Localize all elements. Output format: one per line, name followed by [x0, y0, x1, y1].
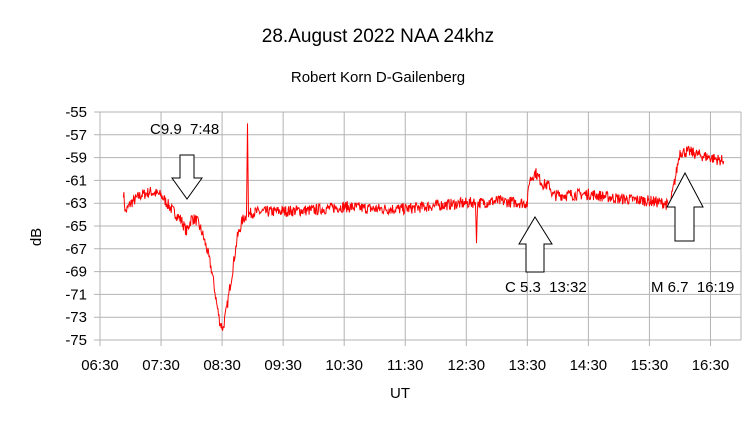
- y-tick-label: -61: [65, 172, 87, 189]
- arrow-up-icon: [518, 216, 553, 273]
- series-line: [122, 123, 725, 331]
- x-tick-label: 16:30: [692, 357, 730, 374]
- x-tick-label: 06:30: [81, 357, 119, 374]
- x-tick-label: 08:30: [203, 357, 241, 374]
- x-tick-label: 09:30: [264, 357, 302, 374]
- y-tick-label: -69: [65, 264, 87, 281]
- chart-subtitle: Robert Korn D-Gailenberg: [291, 69, 465, 86]
- x-axis: 06:30 07:30 08:30 09:30 10:30 11:30 12:30 13:30…: [81, 357, 729, 374]
- arrow-down-icon: [171, 154, 203, 200]
- y-tick-label: -55: [65, 104, 87, 121]
- x-tick-label: 15:30: [631, 357, 669, 374]
- y-tick-label: -59: [65, 150, 87, 167]
- y-tick-label: -65: [65, 218, 87, 235]
- y-tick-label: -71: [65, 286, 87, 303]
- grid: [94, 111, 742, 346]
- y-axis-label: dB: [28, 228, 45, 246]
- x-tick-label: 07:30: [142, 357, 180, 374]
- annotation-m6-7: M 6.7 16:19: [651, 279, 734, 296]
- x-axis-label: UT: [390, 385, 410, 402]
- x-tick-label: 11:30: [387, 357, 423, 374]
- x-tick-label: 12:30: [448, 357, 486, 374]
- arrow-up-icon: [666, 171, 704, 242]
- y-tick-label: -73: [65, 309, 87, 326]
- annotation-c9-9: C9.9 7:48: [150, 121, 219, 138]
- y-tick-label: -67: [65, 241, 87, 258]
- x-tick-label: 14:30: [570, 357, 608, 374]
- x-tick-label: 10:30: [325, 357, 363, 374]
- x-tick-label: 13:30: [509, 357, 547, 374]
- y-tick-label: -57: [65, 127, 87, 144]
- annotation-c5-3: C 5.3 13:32: [505, 279, 587, 296]
- y-axis: -55 -57 -59 -61 -63 -65 -67 -69 -71 -73 -75: [65, 104, 87, 349]
- chart-title: 28.August 2022 NAA 24khz: [262, 26, 494, 47]
- y-tick-label: -63: [65, 195, 87, 212]
- y-tick-label: -75: [65, 332, 87, 349]
